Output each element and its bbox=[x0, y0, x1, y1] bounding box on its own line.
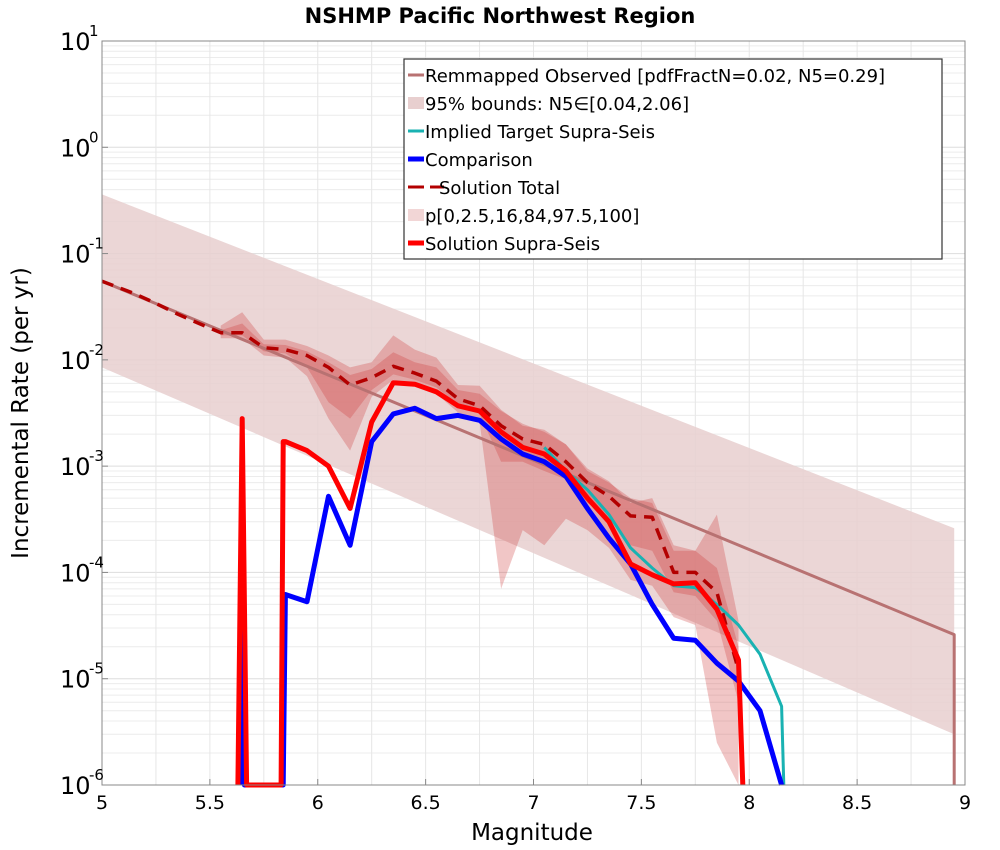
y-tick-exponent: 1 bbox=[89, 22, 99, 40]
legend-entry-label: 95% bounds: N5∈[0.04,2.06] bbox=[425, 94, 689, 115]
y-tick-exponent: -3 bbox=[89, 447, 104, 465]
band-percentile-outer bbox=[220, 312, 739, 785]
x-tick-labels: 5 5.5 6 6.5 7 7.5 8 8.5 9 bbox=[96, 779, 971, 814]
y-tick-exponent: 0 bbox=[89, 128, 99, 146]
series-lines bbox=[101, 279, 956, 788]
x-tick-label: 6 bbox=[312, 792, 324, 814]
y-tick-label: 10 bbox=[60, 772, 91, 800]
legend-box bbox=[403, 58, 943, 260]
y-tick-label: 10 bbox=[60, 453, 91, 481]
x-tick-label: 8.5 bbox=[842, 792, 872, 814]
y-tick-exponent: -2 bbox=[89, 341, 104, 359]
y-tick-exponent: -1 bbox=[89, 235, 104, 253]
x-tick-label: 5 bbox=[96, 792, 108, 814]
y-tick-exponent: -4 bbox=[89, 553, 104, 571]
bands bbox=[102, 194, 955, 785]
x-axis-label: Magnitude bbox=[471, 820, 593, 846]
x-tick-label: 9 bbox=[959, 792, 971, 814]
y-tick-label: 10 bbox=[60, 559, 91, 587]
band-95-bounds bbox=[102, 194, 955, 735]
band-percentile-inner bbox=[220, 323, 739, 703]
y-tick-exponent: -6 bbox=[89, 766, 104, 784]
series-solution-total bbox=[101, 279, 741, 671]
series-solution-supra-seis bbox=[235, 380, 746, 788]
legend: Remmapped Observed [pdfFractN=0.02, N5=0… bbox=[403, 58, 943, 260]
x-tick-label: 8 bbox=[743, 792, 755, 814]
legend-swatch-band bbox=[408, 209, 424, 221]
legend-swatch-band bbox=[408, 97, 424, 109]
y-tick-label: 10 bbox=[60, 347, 91, 375]
y-tick-label: 10 bbox=[60, 134, 91, 162]
y-tick-label: 10 bbox=[60, 666, 91, 694]
legend-entry-label: Solution Supra-Seis bbox=[425, 234, 600, 255]
legend-entry-label: Comparison bbox=[425, 150, 533, 171]
chart-title: NSHMP Pacific Northwest Region bbox=[305, 4, 696, 28]
legend-entry-label: Remmapped Observed [pdfFractN=0.02, N5=0… bbox=[425, 66, 885, 87]
x-tick-label: 5.5 bbox=[195, 792, 225, 814]
legend-entry-label: Implied Target Supra-Seis bbox=[425, 122, 655, 143]
y-tick-exponent: -5 bbox=[89, 660, 104, 678]
legend-entry-label: p[0,2.5,16,84,97.5,100] bbox=[425, 206, 639, 227]
x-tick-label: 7.5 bbox=[626, 792, 656, 814]
series-comparison bbox=[237, 405, 785, 788]
legend-entry-label: Solution Total bbox=[439, 178, 560, 199]
x-tick-label: 6.5 bbox=[411, 792, 441, 814]
x-tick-label: 7 bbox=[527, 792, 539, 814]
y-axis-label: Incremental Rate (per yr) bbox=[8, 267, 34, 559]
y-tick-label: 10 bbox=[60, 28, 91, 56]
y-tick-label: 10 bbox=[60, 241, 91, 269]
